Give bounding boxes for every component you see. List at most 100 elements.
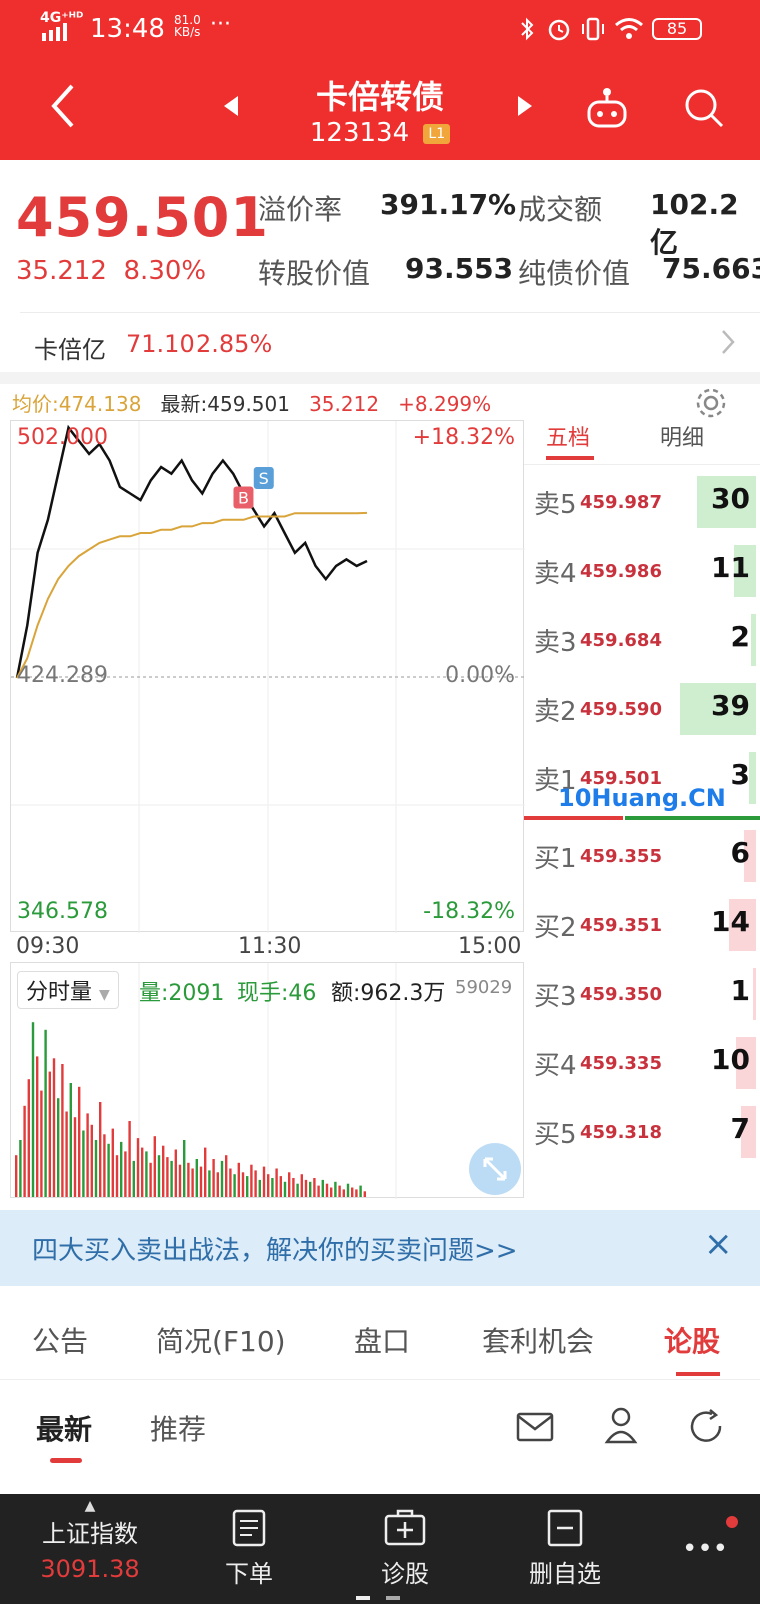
level-qty: 30 bbox=[711, 482, 750, 515]
subtab-recommended[interactable]: 推荐 bbox=[150, 1413, 207, 1446]
order-book: 五档 明细 卖5 459.987 30 卖4 459.986 11 卖3 459.684 2 卖2… bbox=[524, 420, 760, 1200]
discussion-subtabs: 最新 推荐 bbox=[0, 1382, 760, 1492]
tab-discussion[interactable]: 论股 bbox=[664, 1325, 721, 1358]
volume-bar bbox=[346, 1183, 350, 1197]
level-label: 卖5 bbox=[534, 490, 577, 520]
back-icon[interactable] bbox=[48, 82, 78, 134]
time: 13:48 bbox=[90, 14, 165, 44]
pct-axis-bottom: -18.32% bbox=[423, 899, 515, 924]
ask-row-1[interactable]: 卖1 459.501 3 bbox=[524, 744, 760, 812]
index-value: 3091.38 bbox=[40, 1555, 140, 1583]
volume-bar bbox=[44, 1029, 47, 1197]
next-stock-icon[interactable] bbox=[516, 94, 534, 122]
more-dots: ··· bbox=[210, 12, 231, 37]
turnover-value: 102.2亿 bbox=[650, 188, 760, 261]
volume-bar bbox=[216, 1172, 219, 1197]
tab-detail[interactable]: 明细 bbox=[660, 426, 705, 451]
x-axis-end: 15:00 bbox=[458, 934, 522, 959]
bluetooth-icon bbox=[520, 16, 534, 48]
notification-dot bbox=[726, 1516, 738, 1528]
volume-bar bbox=[103, 1134, 106, 1197]
volume-bar bbox=[86, 1113, 89, 1197]
level-qty: 11 bbox=[711, 551, 750, 584]
ask-row-3[interactable]: 卖3 459.684 2 bbox=[524, 606, 760, 674]
tab-order-book[interactable]: 盘口 bbox=[354, 1325, 411, 1358]
gesture-pill-right bbox=[386, 1596, 400, 1600]
ask-row-5[interactable]: 卖5 459.987 30 bbox=[524, 468, 760, 536]
tab-arbitrage[interactable]: 套利机会 bbox=[482, 1325, 595, 1358]
volume-hand: 现手:46 bbox=[237, 981, 317, 1006]
volume-bar bbox=[342, 1189, 345, 1197]
subtab-latest[interactable]: 最新 bbox=[36, 1413, 93, 1446]
volume-bar bbox=[174, 1149, 177, 1197]
level-badge: L1 bbox=[423, 123, 451, 144]
remove-watchlist-button[interactable]: 删自选 bbox=[520, 1508, 610, 1589]
volume-bar bbox=[309, 1181, 312, 1197]
volume-bar bbox=[250, 1164, 253, 1197]
tab-five-levels[interactable]: 五档 bbox=[546, 426, 591, 451]
volume-chart[interactable]: 分时量 ▼ 量:2091 现手:46 额:962.3万 59029 bbox=[10, 962, 524, 1199]
volume-selector[interactable]: 分时量 ▼ bbox=[17, 971, 119, 1009]
tab-announcement[interactable]: 公告 bbox=[32, 1325, 89, 1358]
level-price: 459.987 bbox=[580, 492, 662, 513]
prev-stock-icon[interactable] bbox=[222, 94, 240, 122]
ask-row-4[interactable]: 卖4 459.986 11 bbox=[524, 537, 760, 605]
expand-button[interactable] bbox=[469, 1143, 521, 1195]
underlying-stock-row[interactable]: 卡倍亿 71.10 2.85% bbox=[0, 314, 760, 372]
bid-row-1[interactable]: 买1 459.355 6 bbox=[524, 822, 760, 890]
net-speed: 81.0 KB/s bbox=[174, 14, 201, 38]
level-label: 买3 bbox=[534, 982, 577, 1012]
volume-bar bbox=[157, 1155, 161, 1197]
y-axis-mid: 424.289 bbox=[17, 663, 108, 688]
volume-bar bbox=[229, 1168, 232, 1197]
robot-assistant-icon[interactable] bbox=[584, 86, 630, 134]
index-name: 上证指数 bbox=[42, 1520, 138, 1548]
volume-svg bbox=[15, 963, 397, 1199]
gear-icon[interactable] bbox=[694, 386, 728, 424]
tab-indicator bbox=[546, 456, 594, 460]
level-label: 买4 bbox=[534, 1051, 577, 1081]
search-icon[interactable] bbox=[682, 86, 726, 134]
user-icon[interactable] bbox=[604, 1406, 638, 1448]
volume-bar bbox=[334, 1181, 337, 1197]
underlying-change: 2.85% bbox=[196, 330, 273, 358]
last-price: 459.501 bbox=[16, 186, 269, 249]
level-label: 卖2 bbox=[534, 697, 577, 727]
volume-bar bbox=[204, 1147, 207, 1197]
more-button[interactable]: ••• bbox=[670, 1534, 740, 1564]
tab-profile-f10[interactable]: 简况(F10) bbox=[156, 1325, 286, 1358]
promo-banner[interactable]: 四大买入卖出战法，解决你的买卖问题>> × bbox=[0, 1210, 760, 1286]
bid-row-3[interactable]: 买3 459.350 1 bbox=[524, 960, 760, 1028]
net-speed-unit: KB/s bbox=[174, 25, 201, 39]
info-tabs: 公告 简况(F10) 盘口 套利机会 论股 bbox=[0, 1296, 760, 1380]
volume-bar bbox=[15, 1155, 18, 1197]
mail-icon[interactable] bbox=[516, 1412, 554, 1446]
volume-bar bbox=[145, 1151, 148, 1197]
volume-bar bbox=[258, 1179, 261, 1197]
index-widget[interactable]: ▲ 上证指数 3091.38 bbox=[30, 1498, 150, 1583]
volume-bar bbox=[27, 1079, 30, 1197]
level-price: 459.350 bbox=[580, 984, 662, 1005]
volume-bar bbox=[82, 1130, 85, 1197]
bid-row-4[interactable]: 买4 459.335 10 bbox=[524, 1029, 760, 1097]
diagnose-button[interactable]: 诊股 bbox=[370, 1508, 440, 1589]
close-icon[interactable]: × bbox=[704, 1224, 733, 1264]
depth-bar bbox=[751, 614, 756, 666]
x-axis-mid: 11:30 bbox=[238, 934, 302, 959]
ask-row-2[interactable]: 卖2 459.590 39 bbox=[524, 675, 760, 743]
bid-row-5[interactable]: 买5 459.318 7 bbox=[524, 1098, 760, 1166]
refresh-icon[interactable] bbox=[688, 1408, 726, 1448]
volume-max: 59029 bbox=[455, 977, 513, 998]
divider bbox=[524, 464, 760, 465]
avg-price-label: 均价:474.138 bbox=[12, 392, 142, 416]
bond-value-label: 纯债价值 bbox=[518, 252, 630, 292]
volume-bar bbox=[191, 1168, 194, 1197]
level-price: 459.501 bbox=[580, 768, 662, 789]
volume-bar bbox=[149, 1162, 152, 1197]
premium-rate: 溢价率 bbox=[258, 188, 342, 228]
order-button[interactable]: 下单 bbox=[214, 1508, 284, 1589]
bid-row-2[interactable]: 买2 459.351 14 bbox=[524, 891, 760, 959]
price-chart-svg: SB bbox=[11, 421, 525, 933]
volume-bar bbox=[246, 1176, 249, 1197]
